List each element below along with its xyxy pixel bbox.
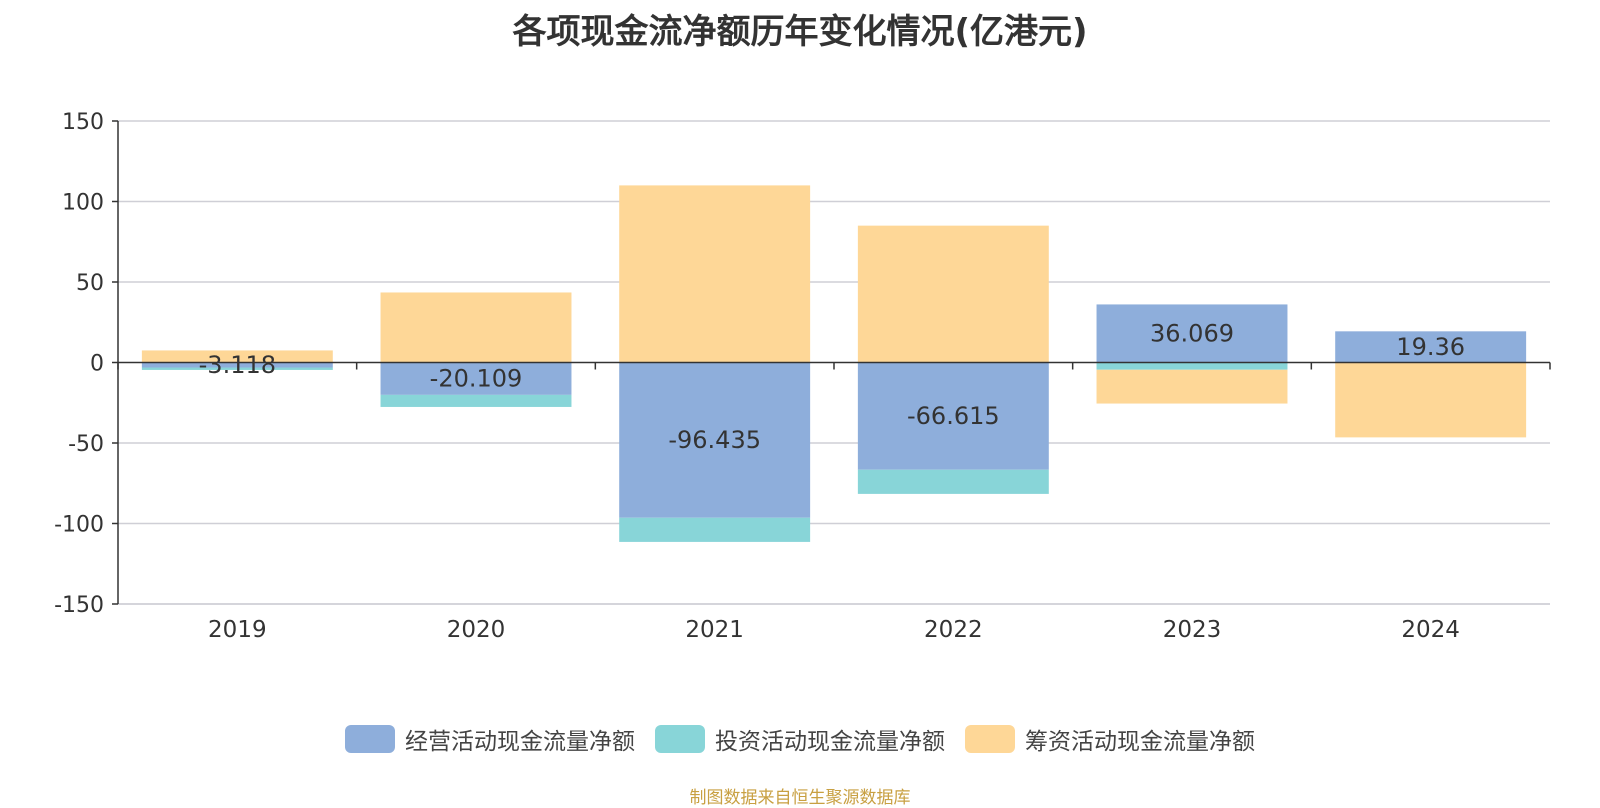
legend-label: 筹资活动现金流量净额 xyxy=(1025,729,1255,755)
y-tick-label: -50 xyxy=(68,432,104,457)
bar-series-1-2019[interactable] xyxy=(141,367,333,370)
y-tick-label: -100 xyxy=(54,513,104,538)
data-label: -66.615 xyxy=(907,402,1000,430)
data-label: 19.36 xyxy=(1396,333,1465,361)
bar-series-1-2022[interactable] xyxy=(857,469,1049,494)
chart-title: 各项现金流净额历年变化情况(亿港元) xyxy=(512,12,1088,52)
bar-series-2-2022[interactable] xyxy=(857,225,1049,363)
bar-series-0-2020[interactable] xyxy=(380,362,572,395)
bar-series-0-2023[interactable] xyxy=(1096,304,1288,363)
legend-swatch xyxy=(965,725,1015,753)
x-tick-label: 2020 xyxy=(447,617,506,643)
bar-series-0-2024[interactable] xyxy=(1335,331,1527,363)
bar-series-1-2021[interactable] xyxy=(619,517,811,542)
bar-series-2-2023[interactable] xyxy=(1096,369,1288,404)
bar-series-1-2020[interactable] xyxy=(380,394,572,407)
y-tick-label: 50 xyxy=(76,271,104,296)
legend-label: 投资活动现金流量净额 xyxy=(715,729,945,755)
data-label-layer: -3.118 -20.109 -96.435 -66.615 36.069 19.36 xyxy=(199,319,1465,454)
legend-label: 经营活动现金流量净额 xyxy=(405,729,635,755)
legend-swatch xyxy=(655,725,705,753)
y-tick-label: 150 xyxy=(62,110,104,135)
x-tick-label: 2023 xyxy=(1163,617,1222,643)
data-label: -96.435 xyxy=(668,426,761,454)
y-tick-label: 0 xyxy=(90,352,104,377)
legend-item-0[interactable]: 经营活动现金流量净额 xyxy=(345,722,635,756)
y-tick-label: -150 xyxy=(54,593,104,618)
data-label: -3.118 xyxy=(199,351,276,379)
data-label: 36.069 xyxy=(1150,319,1234,347)
bar-series-2-2024[interactable] xyxy=(1335,362,1527,438)
y-tick-label: 100 xyxy=(62,191,104,216)
bar-series-2-2020[interactable] xyxy=(380,292,572,363)
bar-series-2-2021[interactable] xyxy=(619,185,811,363)
bar-series-1-2023[interactable] xyxy=(1096,362,1288,370)
x-tick-label: 2019 xyxy=(208,617,267,643)
legend-item-1[interactable]: 投资活动现金流量净额 xyxy=(655,722,945,756)
bar-series-0-2022[interactable] xyxy=(857,362,1049,470)
bar-layer xyxy=(141,185,1527,542)
x-tick-label: 2021 xyxy=(685,617,744,643)
data-label: -20.109 xyxy=(430,365,523,393)
bar-series-0-2019[interactable] xyxy=(141,362,333,368)
legend: 经营活动现金流量净额 投资活动现金流量净额 筹资活动现金流量净额 xyxy=(0,721,1600,757)
bar-series-2-2019[interactable] xyxy=(141,350,333,363)
bar-series-0-2021[interactable] xyxy=(619,362,811,518)
legend-item-2[interactable]: 筹资活动现金流量净额 xyxy=(965,722,1255,756)
x-tick-label: 2022 xyxy=(924,617,983,643)
axis-layer: 150 100 50 0 -50 -100 -150 2019 2020 2021 2022 2023… xyxy=(54,110,1551,643)
x-tick-label: 2024 xyxy=(1401,617,1460,643)
legend-swatch xyxy=(345,725,395,753)
grid-layer xyxy=(118,120,1550,605)
source-note: 制图数据来自恒生聚源数据库 xyxy=(689,788,911,808)
